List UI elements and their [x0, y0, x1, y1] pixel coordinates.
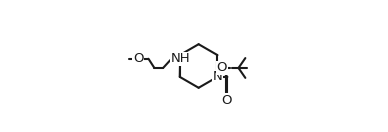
Text: N: N — [213, 70, 222, 83]
Text: O: O — [217, 62, 227, 74]
Text: O: O — [222, 94, 232, 107]
Text: NH: NH — [170, 52, 190, 65]
Text: O: O — [133, 52, 144, 65]
